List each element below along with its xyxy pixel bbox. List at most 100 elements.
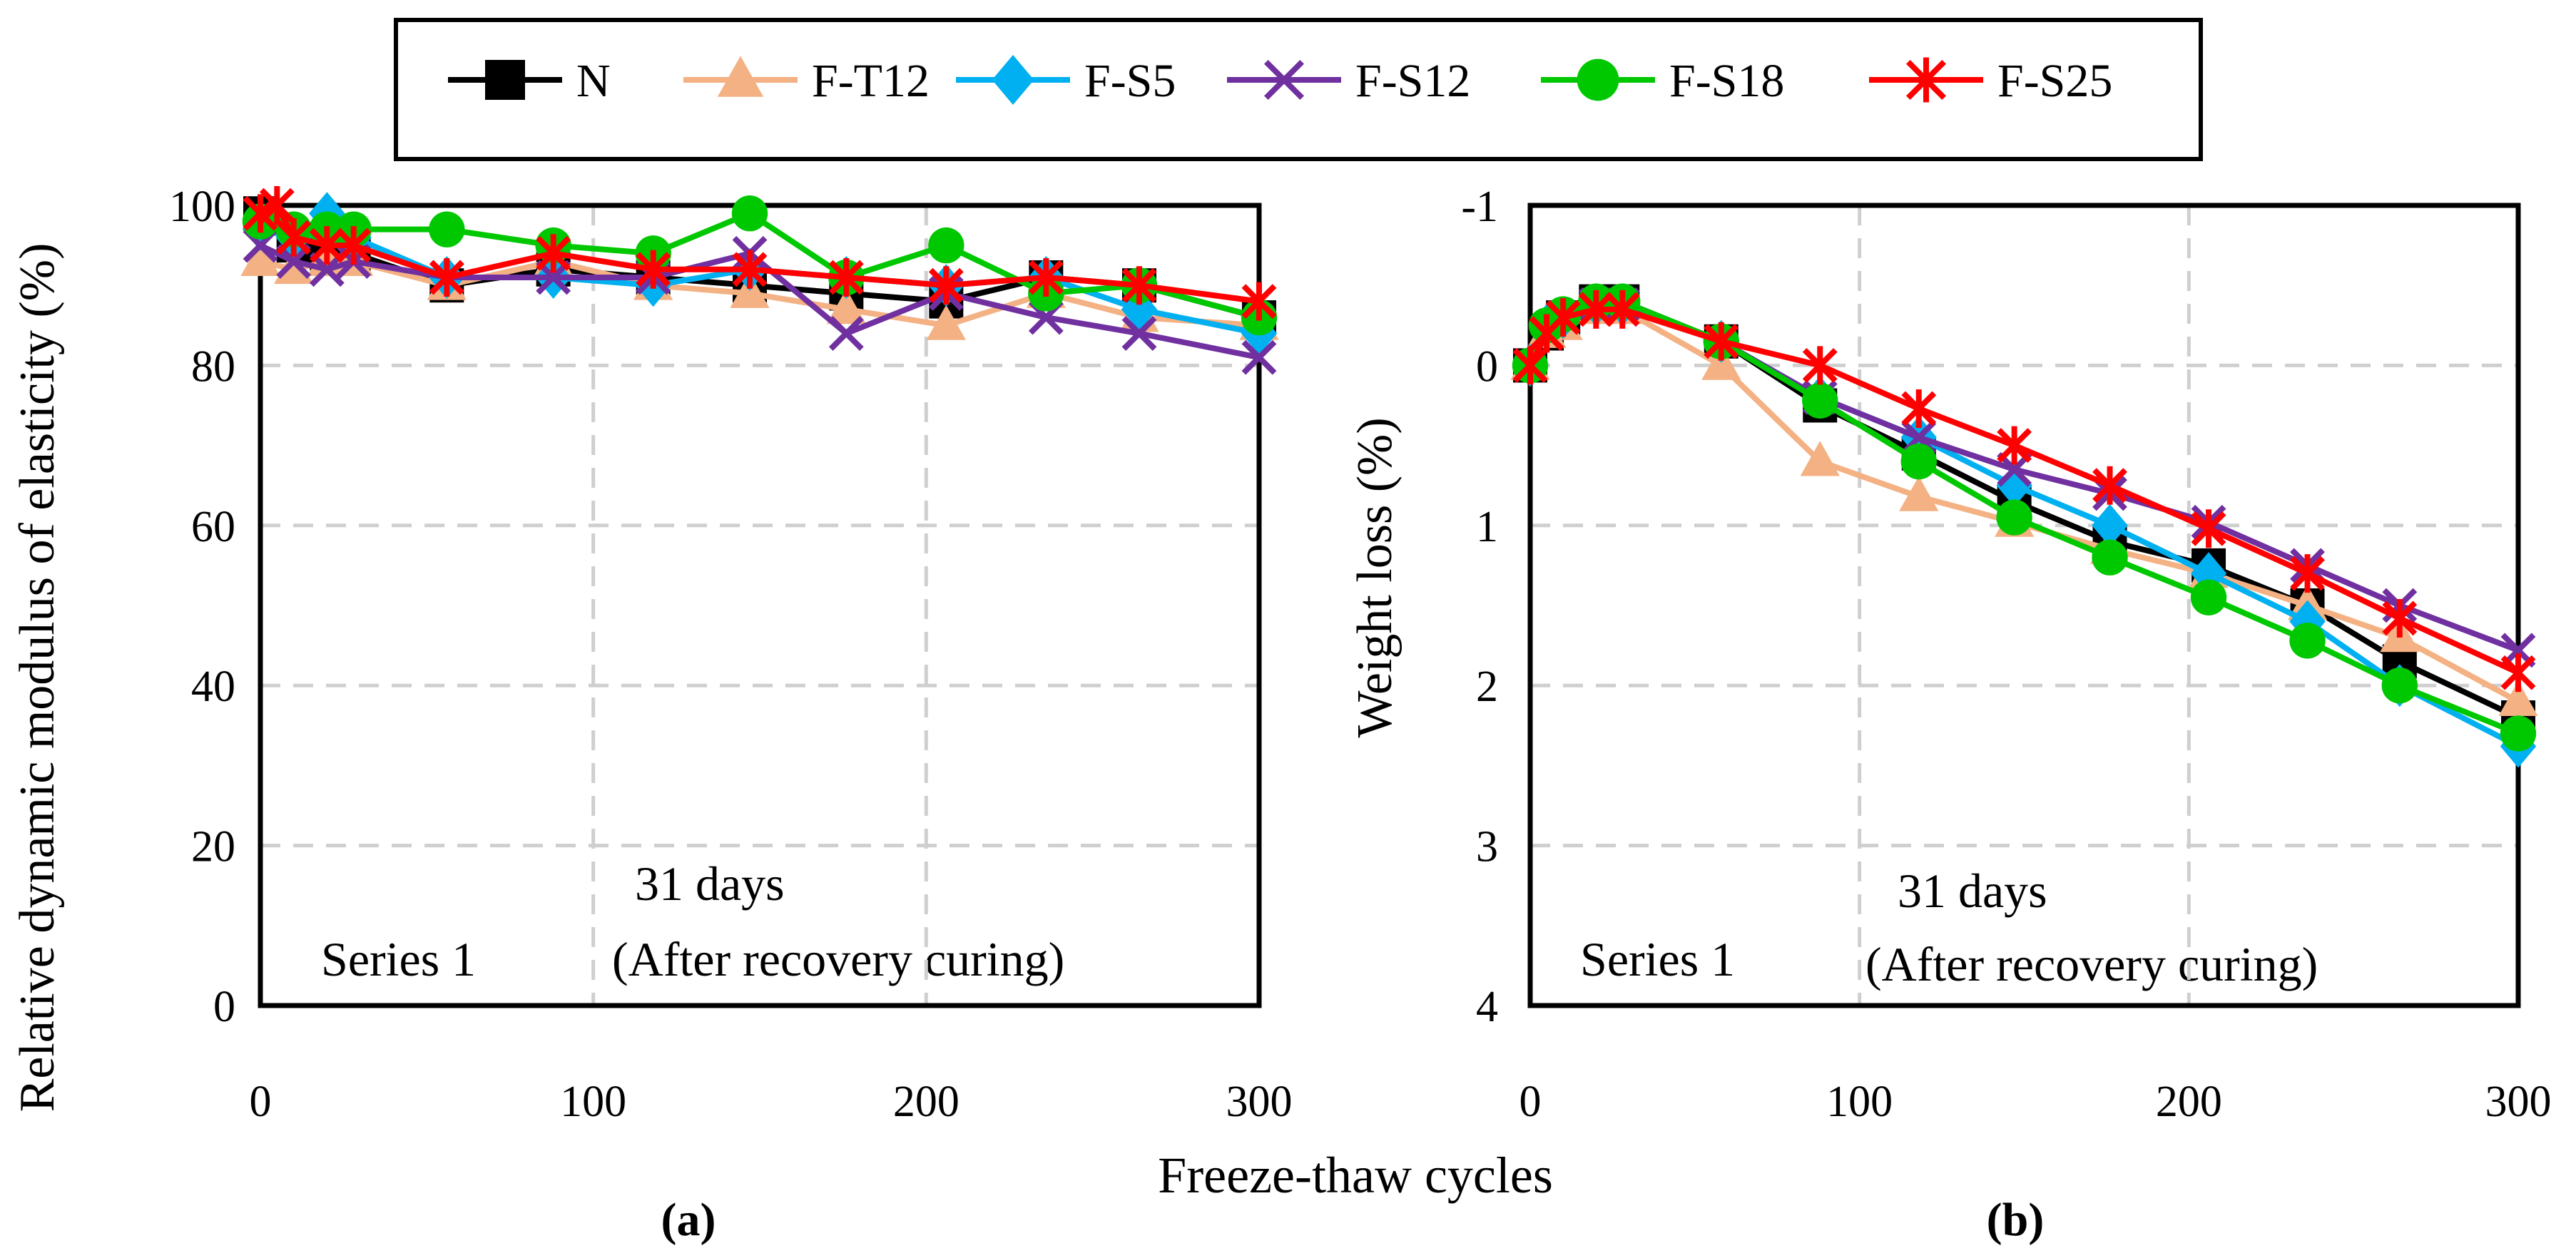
- data-point-F-T12: [826, 289, 866, 324]
- panel-b-series-F-S25: [1512, 290, 2536, 692]
- data-point-F-S5: [2092, 503, 2128, 547]
- legend-item-F-S18: F-S18: [1541, 55, 1784, 107]
- panel-b-plot-frame: [1527, 203, 2521, 1008]
- panel-b-annotation-series: Series 1: [1580, 932, 1735, 986]
- data-point-F-S25: [2500, 653, 2536, 692]
- data-point-F-T12: [1899, 476, 1939, 511]
- data-point-F-S25: [732, 250, 768, 289]
- legend-item-F-T12: F-T12: [683, 55, 930, 107]
- data-point-F-S25: [928, 266, 964, 305]
- data-point-F-S25: [309, 226, 345, 265]
- data-point-F-T12: [2498, 680, 2538, 717]
- panel-a-annotation-recovery: (After recovery curing): [612, 932, 1064, 986]
- panel-a-xtick-label: 0: [250, 1078, 272, 1126]
- data-point-F-S18: [2092, 539, 2128, 576]
- legend-label: F-S5: [1084, 55, 1176, 107]
- data-point-F-S25: [243, 194, 278, 233]
- panel-b-ytick-label: 3: [1476, 823, 1498, 871]
- panel-b-ylabel: Weight loss (%): [1348, 417, 1402, 737]
- legend-marker-F-S12: [1263, 59, 1305, 101]
- panel-b-annotation-days: 31 days: [1898, 864, 2047, 918]
- data-point-F-S18: [429, 211, 465, 247]
- panel-b-ytick-label: 4: [1476, 983, 1498, 1031]
- data-point-F-S25: [1901, 389, 1937, 428]
- panel-a-ylabel: Relative dynamic modulus of elasticity (…: [10, 243, 65, 1113]
- panel-a-annotation-series: Series 1: [321, 932, 476, 986]
- legend-label: F-S25: [1997, 55, 2112, 107]
- panel-a-ytick-label: 60: [191, 503, 235, 551]
- data-point-F-S18: [2381, 668, 2418, 704]
- data-point-F-S18: [1996, 499, 2032, 536]
- data-point-F-S25: [2290, 554, 2325, 593]
- data-point-F-S25: [2191, 509, 2226, 548]
- panel-b-annotation-recovery: (After recovery curing): [1865, 937, 2318, 991]
- panel-a-series-F-S25: [243, 186, 1277, 321]
- panel-b-ytick-label: 2: [1476, 663, 1498, 711]
- legend-marker-N: [485, 60, 525, 100]
- data-point-F-S18: [731, 195, 768, 232]
- panel-b-xtick-label: 300: [2485, 1078, 2552, 1126]
- panel-a-ytick-label: 80: [191, 342, 235, 391]
- data-point-F-S25: [276, 218, 312, 257]
- data-point-F-S25: [2092, 466, 2127, 505]
- panel-a-ytick-label: 20: [191, 823, 235, 871]
- panel-b-ytick-label: 1: [1476, 503, 1498, 551]
- data-point-F-S18: [1900, 443, 1937, 480]
- data-point-F-S12: [828, 316, 864, 351]
- legend: N F-T12 F-S5 F-S12 F-S18 F-S25: [394, 18, 2203, 161]
- data-point-F-S12: [1121, 316, 1157, 351]
- data-point-F-S25: [2382, 598, 2418, 638]
- panel-b-xtick-label: 200: [2156, 1078, 2222, 1126]
- panel-b-series-F-S18: [1512, 283, 2537, 752]
- data-point-F-S25: [1241, 282, 1277, 321]
- panel-a-ytick-label: 0: [213, 983, 235, 1031]
- panel-a-annotation-days: 31 days: [635, 856, 785, 911]
- data-point-F-S25: [1604, 290, 1640, 329]
- data-point-F-S25: [1121, 266, 1157, 305]
- legend-marker-F-S25: [1905, 57, 1947, 103]
- data-point-F-S25: [259, 186, 295, 225]
- data-point-F-S25: [1512, 346, 1548, 385]
- data-point-F-S25: [1578, 290, 1614, 329]
- panel-b: Weight loss (%) Series 1 31 days (After …: [1348, 183, 2552, 1246]
- data-point-F-S25: [1704, 322, 1739, 361]
- data-point-F-S25: [828, 257, 864, 297]
- legend-item-F-S25: F-S25: [1869, 55, 2112, 107]
- data-point-F-S25: [636, 250, 671, 289]
- panel-b-ytick-label: 0: [1476, 342, 1498, 391]
- data-point-F-S25: [336, 226, 372, 265]
- legend-item-F-S12: F-S12: [1227, 55, 1470, 107]
- panel-a-grid: [260, 205, 1259, 1006]
- data-point-F-S25: [1997, 426, 2032, 465]
- panel-a-xtick-label: 100: [560, 1078, 626, 1126]
- data-point-F-S18: [2289, 623, 2326, 659]
- panel-a-xtick-label: 300: [1226, 1078, 1293, 1126]
- data-point-F-T12: [240, 240, 280, 276]
- legend-item-N: N: [448, 55, 611, 107]
- data-point-F-T12: [1800, 441, 1840, 476]
- panel-b-label: (b): [1987, 1194, 2045, 1246]
- data-point-F-S12: [1241, 339, 1277, 375]
- panel-b-xtick-label: 100: [1826, 1078, 1893, 1126]
- legend-label: F-S12: [1355, 55, 1470, 107]
- data-point-F-S25: [1802, 346, 1838, 385]
- data-point-F-S18: [2500, 715, 2537, 752]
- data-point-F-T12: [926, 305, 966, 340]
- legend-label: F-S18: [1669, 55, 1784, 107]
- panel-a: Relative dynamic modulus of elasticity (…: [10, 183, 1293, 1246]
- data-point-F-S25: [536, 234, 571, 273]
- panel-b-ytick-label: -1: [1461, 183, 1498, 231]
- data-point-F-S25: [1545, 298, 1581, 337]
- legend-frame: [394, 18, 2203, 161]
- panel-a-label: (a): [661, 1194, 716, 1246]
- data-point-F-S25: [429, 257, 464, 297]
- series-line-F-S25: [259, 203, 1260, 305]
- data-point-F-S18: [1802, 382, 1838, 419]
- x-axis-label: Freeze-thaw cycles: [1158, 1147, 1553, 1204]
- series-line-F-S25: [1527, 306, 2520, 675]
- legend-marker-F-S5: [992, 55, 1034, 105]
- legend-label: F-T12: [812, 55, 930, 107]
- panel-a-ytick-label: 40: [191, 663, 235, 711]
- legend-label: N: [576, 55, 611, 107]
